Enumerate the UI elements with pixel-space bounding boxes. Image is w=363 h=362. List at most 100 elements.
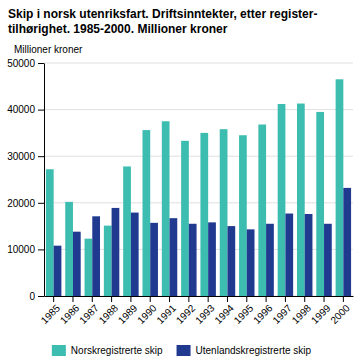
x-tick-label: 1986 [58,302,82,326]
bars [46,79,351,296]
y-tick-label: 50000 [7,58,35,69]
y-tick-mark [38,249,44,250]
x-tick: 1992 [174,296,198,326]
y-axis-line [44,64,45,297]
x-tick-label: 1998 [290,302,314,326]
bar [73,232,81,296]
bar [54,246,62,296]
x-tick-mark [188,296,189,302]
x-tick-label: 1987 [77,302,101,326]
bar [142,130,150,296]
x-tick-mark [266,296,267,302]
x-tick-mark [304,296,305,302]
bar [297,104,305,296]
bar [46,169,54,296]
x-tick-label: 1989 [116,302,140,326]
bar [266,224,274,296]
x-tick: 1998 [290,296,314,326]
bar [239,135,247,296]
x-tick: 1988 [97,296,121,326]
x-tick-label: 1996 [251,302,275,326]
x-tick-mark [208,296,209,302]
y-tick-mark [38,203,44,204]
x-tick: 1997 [270,296,294,326]
x-tick-label: 2000 [328,302,352,326]
x-tick: 1991 [155,296,179,326]
x-tick-label: 1985 [39,302,63,326]
bar [305,214,313,296]
x-tick: 1987 [77,296,101,326]
grid-line [44,109,353,110]
x-tick-label: 1988 [97,302,121,326]
x-tick-mark [130,296,131,302]
x-tick-label: 1994 [212,302,236,326]
legend-swatch [177,345,191,356]
y-tick-label: 0 [29,291,35,302]
x-tick-mark [324,296,325,302]
bar [112,208,120,296]
x-tick-label: 1990 [135,302,159,326]
title: Skip i norsk utenriksfart. Driftsinntekt… [8,7,317,36]
legend-label: Norskregistrerte skip [71,345,163,356]
grid-line [44,63,353,64]
legend: Norskregistrerte skip Utenlandskregistrer… [52,345,312,356]
bar [336,79,344,296]
bar [278,104,286,296]
y-tick: 0 [29,291,44,302]
x-tick-label: 1992 [174,302,198,326]
grid-line [44,202,353,203]
bar [85,239,93,296]
legend-item: Norskregistrerte skip [52,345,163,356]
grid-line [44,156,353,157]
bar [170,218,178,296]
x-tick-label: 1995 [232,302,256,326]
x-tick: 1999 [309,296,333,326]
title-line: tilhørighet. 1985-2000. Millioner kroner [8,22,228,36]
bar [208,222,216,296]
bar [150,223,158,296]
title-line: Skip i norsk utenriksfart. Driftsinntekt… [8,7,317,21]
y-tick-mark [38,156,44,157]
chart: Skip i norsk utenriksfart. Driftsinntekt… [0,0,363,362]
bar [220,129,228,296]
x-tick: 1995 [232,296,256,326]
y-tick: 20000 [7,198,44,209]
y-tick-mark [38,296,44,297]
y-tick: 30000 [7,151,44,162]
y-tick-label: 10000 [7,244,35,255]
bar [200,133,208,296]
x-tick-mark [72,296,73,302]
legend-item: Utenlandskregistrerte skip [177,345,312,356]
y-tick-label: 40000 [7,104,35,115]
bar [227,226,235,296]
y-tick-label: 30000 [7,151,35,162]
x-tick-label: 1997 [270,302,294,326]
x-tick-mark [150,296,151,302]
x-tick-mark [285,296,286,302]
bar [316,112,324,296]
y-tick-label: 20000 [7,198,35,209]
x-tick-mark [111,296,112,302]
legend-swatch [52,345,66,356]
x-tick-mark [227,296,228,302]
x-axis-line [45,296,354,297]
bar [123,166,131,296]
x-tick-mark [343,296,344,302]
y-axis-title: Millioner kroner [14,44,83,55]
y-tick-mark [38,110,44,111]
bar-series [54,188,351,296]
y-tick: 40000 [7,104,44,115]
chart-container: Skip i norsk utenriksfart. Driftsinntekt… [0,0,363,362]
legend-label: Utenlandskregistrerte skip [196,345,312,356]
grid [44,63,353,296]
bar [324,224,332,296]
bar [189,224,197,296]
x-tick: 1996 [251,296,275,326]
plot: 0100002000030000400005000019851986198719… [7,58,353,326]
x-tick: 1990 [135,296,159,326]
x-tick: 1993 [193,296,217,326]
bar-series [46,79,343,296]
bar [65,202,73,296]
y-tick-mark [38,63,44,64]
x-tick-mark [246,296,247,302]
